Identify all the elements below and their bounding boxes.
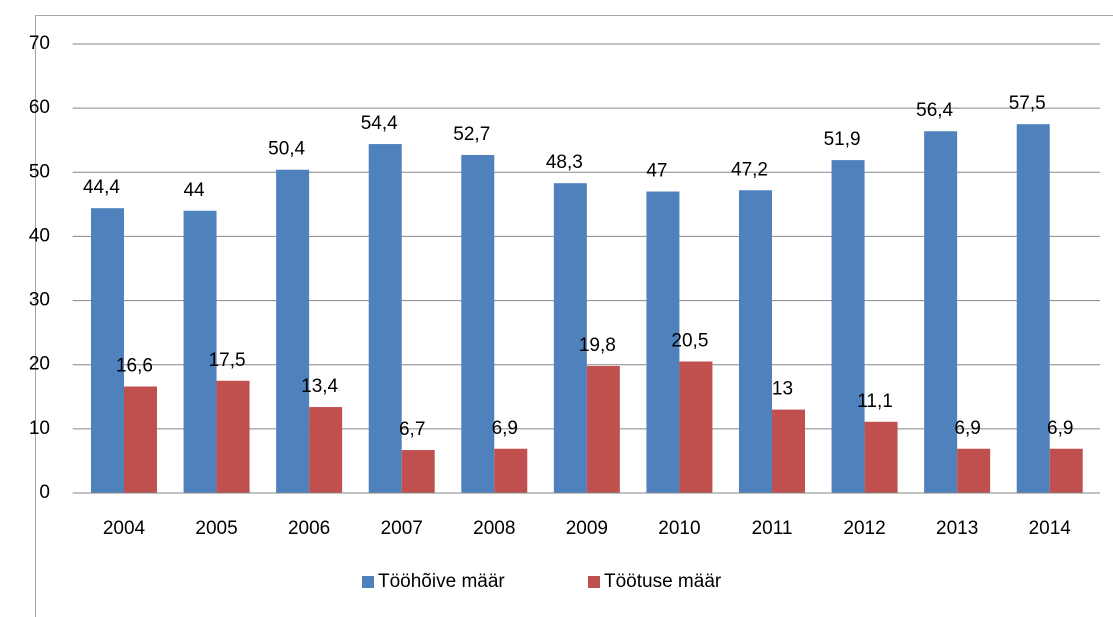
value-label: 54,4 xyxy=(361,113,398,134)
bar xyxy=(553,183,587,493)
value-label: 50,4 xyxy=(268,139,305,160)
y-tick-label: 30 xyxy=(29,290,50,311)
bar xyxy=(864,421,898,493)
value-label: 44 xyxy=(183,180,205,201)
x-tick-label: 2008 xyxy=(473,518,515,539)
bar xyxy=(276,169,310,493)
bar xyxy=(586,365,620,493)
bar xyxy=(401,450,435,493)
bar xyxy=(183,210,217,493)
value-label: 56,4 xyxy=(916,100,953,121)
bar xyxy=(679,361,713,493)
x-tick-label: 2007 xyxy=(381,518,423,539)
value-label: 57,5 xyxy=(1009,93,1046,114)
x-tick-label: 2010 xyxy=(658,518,700,539)
value-label: 51,9 xyxy=(824,129,861,150)
value-label: 48,3 xyxy=(546,152,583,173)
bar xyxy=(216,380,250,493)
x-tick-label: 2012 xyxy=(843,518,885,539)
bar xyxy=(90,208,124,493)
chart-frame xyxy=(35,15,1113,617)
value-label: 44,4 xyxy=(83,177,120,198)
y-tick-label: 50 xyxy=(29,161,50,182)
bar xyxy=(646,191,680,493)
bar xyxy=(924,131,958,493)
value-label: 20,5 xyxy=(671,331,708,352)
value-label: 6,9 xyxy=(1047,418,1073,439)
value-label: 17,5 xyxy=(209,350,246,371)
value-label: 19,8 xyxy=(579,335,616,356)
value-label: 6,9 xyxy=(492,418,518,439)
bar xyxy=(771,409,805,493)
bar xyxy=(1016,124,1050,493)
value-label: 47 xyxy=(646,161,667,182)
bar xyxy=(1049,448,1083,493)
bar xyxy=(738,190,772,493)
bar xyxy=(123,386,157,493)
y-tick-label: 70 xyxy=(29,33,50,54)
bar xyxy=(494,448,528,493)
bar xyxy=(461,154,495,493)
x-tick-label: 2011 xyxy=(752,518,793,539)
bar xyxy=(368,144,402,493)
value-label: 13 xyxy=(772,379,793,400)
bar xyxy=(957,448,991,493)
bar xyxy=(309,407,343,493)
x-tick-label: 2009 xyxy=(566,518,608,539)
legend-label: Töötuse määr xyxy=(604,571,722,592)
value-label: 47,2 xyxy=(731,159,768,180)
x-tick-label: 2004 xyxy=(103,518,146,539)
bar xyxy=(831,160,865,493)
legend-swatch xyxy=(588,576,600,588)
y-tick-label: 0 xyxy=(39,482,50,503)
x-tick-label: 2014 xyxy=(1029,518,1072,539)
x-tick-label: 2006 xyxy=(288,518,330,539)
value-label: 52,7 xyxy=(453,124,490,145)
y-tick-label: 40 xyxy=(29,225,50,246)
value-label: 6,7 xyxy=(399,419,425,440)
y-tick-label: 60 xyxy=(29,97,50,118)
value-label: 6,9 xyxy=(954,418,980,439)
value-label: 11,1 xyxy=(857,391,893,412)
y-tick-label: 20 xyxy=(29,354,50,375)
legend-label: Tööhõive määr xyxy=(378,571,505,592)
x-tick-label: 2005 xyxy=(195,518,237,539)
y-tick-label: 10 xyxy=(29,418,50,439)
value-label: 13,4 xyxy=(301,376,338,397)
value-label: 16,6 xyxy=(116,356,153,377)
legend-swatch xyxy=(362,576,374,588)
x-tick-label: 2013 xyxy=(936,518,978,539)
